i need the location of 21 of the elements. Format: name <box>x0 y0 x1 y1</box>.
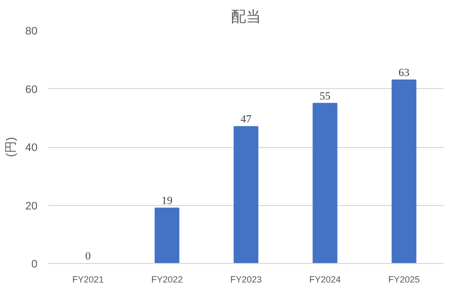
bar <box>154 208 180 264</box>
y-axis-title: (円) <box>3 136 18 157</box>
y-tick-label: 40 <box>25 142 38 154</box>
data-label: 19 <box>162 195 173 208</box>
chart-title: 配当 <box>231 8 261 26</box>
bar <box>392 80 416 264</box>
x-tick-label: FY2025 <box>388 274 420 284</box>
y-tick-label: 0 <box>31 258 38 270</box>
data-label: 47 <box>240 114 252 126</box>
x-tick-label: FY2024 <box>309 274 341 284</box>
bar <box>234 126 258 264</box>
bar <box>312 102 338 264</box>
x-tick-label: FY2021 <box>72 274 104 284</box>
y-tick-label: 80 <box>25 26 38 38</box>
y-tick-label: 20 <box>25 200 38 212</box>
x-tick-label: FY2022 <box>151 274 183 284</box>
data-label: 0 <box>85 250 92 262</box>
y-tick-label: 60 <box>25 84 38 96</box>
x-tick-label: FY2023 <box>230 274 262 284</box>
data-label: 55 <box>320 90 331 102</box>
data-label: 63 <box>398 67 410 80</box>
